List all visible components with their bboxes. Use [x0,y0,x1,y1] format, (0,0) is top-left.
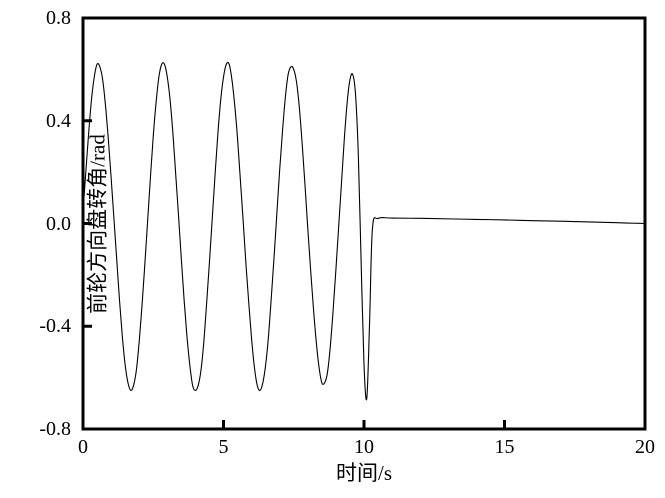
x-axis-title: 时间/s [335,461,393,485]
y-tick-label: 0.0 [46,212,71,235]
x-tick-label: 15 [494,436,515,458]
x-tick-label: 5 [218,436,229,458]
y-tick-label: 0.8 [46,7,71,29]
y-tick-label: 0.4 [46,109,71,132]
x-tick-label: 20 [635,436,655,458]
y-tick-label: -0.8 [39,418,71,440]
tick-marks [83,119,506,429]
y-axis-title: 前轮方向盘转角/rad [85,134,110,314]
x-tick-label: 0 [78,436,88,458]
series-line [82,61,646,401]
y-tick-label: -0.4 [39,315,71,338]
x-tick-label: 10 [354,436,374,458]
data-series-group [82,61,646,401]
